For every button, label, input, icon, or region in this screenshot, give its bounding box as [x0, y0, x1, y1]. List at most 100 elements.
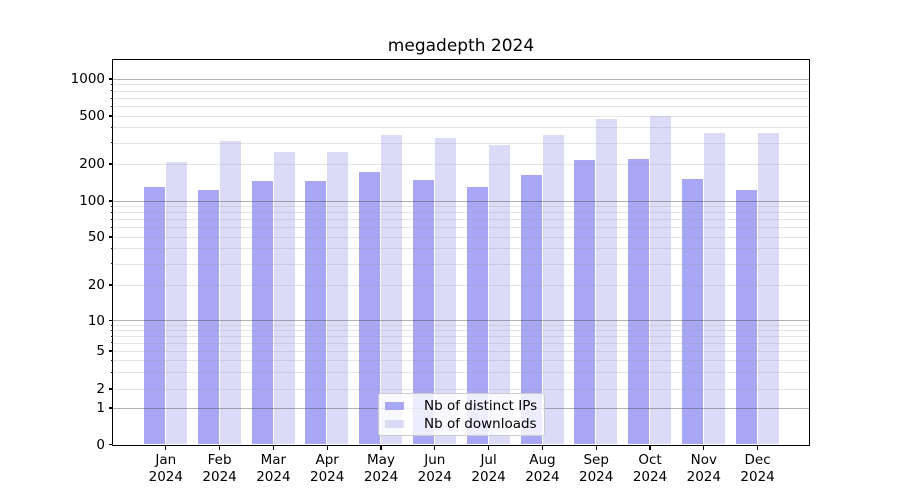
x-tick-nov: [703, 445, 705, 450]
y-minor-tick-50: [110, 236, 114, 238]
gridline-800: [113, 90, 810, 92]
y-tick-label-2: 2: [96, 381, 105, 397]
y-minor-tick-20: [110, 284, 114, 286]
gridline-900: [113, 84, 810, 86]
y-minor-tick-6: [110, 342, 114, 344]
gridline-7: [113, 335, 810, 337]
y-tick-label-50: 50: [87, 229, 105, 245]
y-minor-tick-30: [110, 263, 114, 265]
gridline-2: [113, 388, 810, 390]
gridline-5: [113, 350, 810, 352]
y-tick-label-10: 10: [87, 312, 105, 329]
legend: Nb of distinct IPs Nb of downloads: [378, 393, 545, 436]
bar-distinct-ips-may: [359, 172, 381, 445]
bar-distinct-ips-dec: [735, 189, 757, 445]
x-tick-label-mar: Mar 2024: [256, 452, 291, 485]
gridline-1000: [113, 78, 810, 80]
gridline-80: [113, 212, 810, 214]
y-tick-label-1000: 1000: [70, 71, 105, 87]
bar-downloads-apr: [327, 151, 349, 445]
x-tick-label-jun: Jun 2024: [417, 452, 452, 485]
x-tick-oct: [649, 445, 651, 450]
gridline-700: [113, 97, 810, 99]
legend-swatch-distinct-ips: [385, 402, 404, 410]
gridline-50: [113, 236, 810, 238]
y-minor-tick-200: [110, 163, 114, 165]
gridline-10: [113, 320, 810, 322]
y-tick-label-1: 1: [96, 400, 105, 416]
y-minor-tick-900: [110, 84, 114, 86]
legend-label-distinct-ips: Nb of distinct IPs: [424, 398, 538, 414]
x-tick-label-oct: Oct 2024: [632, 452, 668, 485]
gridline-40: [113, 248, 810, 250]
x-tick-label-nov: Nov 2024: [686, 452, 721, 485]
gridline-100: [113, 200, 810, 202]
bar-downloads-sep: [596, 119, 618, 445]
x-tick-mar: [272, 445, 274, 450]
gridline-600: [113, 106, 810, 108]
x-tick-jan: [165, 445, 167, 450]
x-tick-apr: [326, 445, 328, 450]
bar-downloads-may: [381, 134, 403, 445]
bar-distinct-ips-apr: [305, 180, 327, 445]
y-tick-label-500: 500: [79, 108, 105, 124]
gridline-60: [113, 227, 810, 229]
gridline-4: [113, 360, 810, 362]
bar-distinct-ips-sep: [574, 160, 596, 445]
bar-downloads-jul: [488, 144, 510, 445]
y-tick-label-200: 200: [79, 156, 105, 172]
y-tick-label-0: 0: [96, 436, 105, 453]
x-tick-aug: [541, 445, 543, 450]
y-tick-0: [108, 443, 114, 446]
bar-distinct-ips-oct: [628, 158, 650, 445]
bar-downloads-mar: [273, 151, 295, 445]
y-tick-10: [108, 319, 114, 322]
gridline-500: [113, 115, 810, 117]
y-minor-tick-2: [110, 388, 114, 390]
y-minor-tick-70: [110, 219, 114, 221]
gridline-90: [113, 206, 810, 208]
y-minor-tick-400: [110, 127, 114, 129]
y-minor-tick-7: [110, 335, 114, 337]
y-minor-tick-4: [110, 359, 114, 361]
y-minor-tick-5: [110, 350, 114, 352]
legend-item-distinct-ips: Nb of distinct IPs: [385, 397, 544, 415]
legend-item-downloads: Nb of downloads: [385, 415, 544, 433]
bar-distinct-ips-nov: [682, 178, 704, 445]
y-minor-tick-8: [110, 329, 114, 331]
gridline-6: [113, 342, 810, 344]
gridline-3: [113, 371, 810, 373]
y-minor-tick-700: [110, 97, 114, 99]
x-tick-jul: [488, 445, 490, 450]
y-minor-tick-90: [110, 205, 114, 207]
bar-downloads-dec: [757, 133, 779, 445]
gridline-9: [113, 324, 810, 326]
gridline-70: [113, 219, 810, 221]
y-tick-1000: [108, 78, 114, 80]
y-minor-tick-300: [110, 142, 114, 144]
bar-downloads-nov: [704, 132, 726, 445]
bar-distinct-ips-mar: [251, 180, 273, 445]
y-tick-label-20: 20: [87, 277, 105, 293]
gridline-300: [113, 142, 810, 144]
bar-distinct-ips-feb: [197, 190, 219, 445]
x-tick-feb: [219, 445, 221, 450]
y-minor-tick-500: [110, 115, 114, 117]
gridline-8: [113, 330, 810, 332]
x-tick-sep: [595, 445, 597, 450]
chart-title: megadepth 2024: [387, 36, 535, 56]
y-minor-tick-80: [110, 212, 114, 214]
y-minor-tick-60: [110, 227, 114, 229]
x-tick-label-apr: Apr 2024: [310, 452, 345, 485]
x-tick-dec: [757, 445, 759, 450]
x-tick-label-may: May 2024: [363, 452, 399, 485]
x-tick-jun: [434, 445, 436, 450]
x-tick-may: [380, 445, 382, 450]
y-minor-tick-800: [110, 90, 114, 92]
bar-downloads-feb: [219, 140, 241, 445]
y-minor-tick-600: [110, 105, 114, 107]
y-minor-tick-3: [110, 371, 114, 373]
bar-downloads-jan: [166, 161, 188, 445]
bar-downloads-aug: [542, 134, 564, 445]
bar-distinct-ips-jan: [144, 186, 166, 445]
